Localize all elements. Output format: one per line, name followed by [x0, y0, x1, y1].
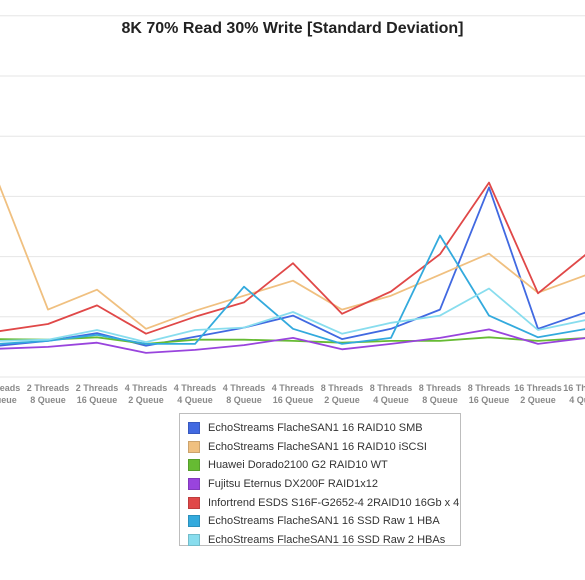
- x-tick-label: 8 Threads 2 Queue: [321, 383, 364, 405]
- grid-lines: [0, 15, 585, 378]
- legend-swatch: [188, 440, 200, 453]
- series-line-2: [0, 184, 585, 330]
- legend-label: Huawei Dorado2100 G2 RAID10 WT: [208, 459, 388, 472]
- legend: EchoStreams FlacheSAN1 16 RAID10 SMB Echo…: [179, 413, 461, 546]
- legend-label: EchoStreams FlacheSAN1 16 SSD Raw 1 HBA: [208, 515, 440, 528]
- x-tick-label: 4 Threads 2 Queue: [125, 383, 168, 405]
- series-line-1: [0, 186, 585, 347]
- legend-label: Fujitsu Eternus DX200F RAID1x12: [208, 478, 378, 491]
- legend-swatch: [188, 515, 200, 528]
- legend-item: EchoStreams FlacheSAN1 16 SSD Raw 2 HBAs: [188, 531, 460, 550]
- x-tick-label: 8 Threads 4 Queue: [370, 383, 413, 405]
- series-line-3: [0, 336, 585, 345]
- x-tick-label: 16 Threads 2 Queue: [514, 383, 562, 405]
- series-line-4: [0, 328, 585, 354]
- series-line-5: [0, 181, 585, 335]
- x-tick-label: 8 Threads 16 Queue: [468, 383, 511, 405]
- legend-label: EchoStreams FlacheSAN1 16 RAID10 SMB: [208, 422, 423, 435]
- legend-item: Fujitsu Eternus DX200F RAID1x12: [188, 475, 460, 494]
- legend-swatch: [188, 478, 200, 491]
- x-tick-label: 4 Threads 16 Queue: [272, 383, 315, 405]
- legend-swatch: [188, 459, 200, 472]
- x-tick-label: 8 Threads 8 Queue: [419, 383, 462, 405]
- series-lines: [0, 181, 585, 354]
- chart-title: 8K 70% Read 30% Write [Standard Deviatio…: [121, 20, 464, 37]
- legend-item: EchoStreams FlacheSAN1 16 SSD Raw 1 HBA: [188, 512, 460, 531]
- legend-item: EchoStreams FlacheSAN1 16 RAID10 SMB: [188, 419, 460, 438]
- legend-swatch: [188, 422, 200, 435]
- x-tick-label: 2 Threads 16 Queue: [76, 383, 119, 405]
- series-line-6: [0, 234, 585, 345]
- legend-item: Infortrend ESDS S16F-G2652-4 2RAID10 16G…: [188, 493, 460, 512]
- legend-swatch: [188, 496, 200, 509]
- legend-item: Huawei Dorado2100 G2 RAID10 WT: [188, 456, 460, 475]
- legend-label: Infortrend ESDS S16F-G2652-4 2RAID10 16G…: [208, 496, 460, 509]
- x-tick-label: 4 Threads 4 Queue: [174, 383, 217, 405]
- x-tick-label: 2 Threads 8 Queue: [27, 383, 70, 405]
- legend-label: EchoStreams FlacheSAN1 16 SSD Raw 2 HBAs: [208, 533, 446, 546]
- x-tick-label: 4 Threads 8 Queue: [223, 383, 266, 405]
- legend-item: EchoStreams FlacheSAN1 16 RAID10 iSCSI: [188, 438, 460, 457]
- legend-label: EchoStreams FlacheSAN1 16 RAID10 iSCSI: [208, 440, 427, 453]
- legend-swatch: [188, 533, 200, 546]
- series-line-7: [0, 287, 585, 344]
